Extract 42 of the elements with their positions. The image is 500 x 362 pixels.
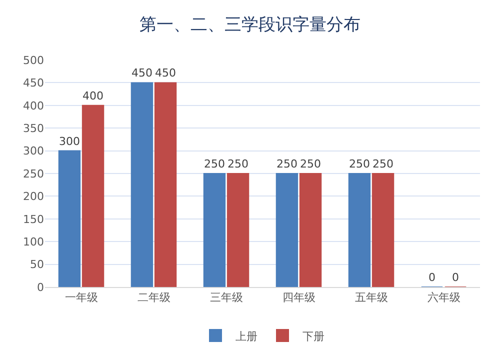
x-tick-label: 一年级 (64, 291, 98, 304)
y-tick-label: 350 (23, 122, 44, 135)
data-label: 250 (204, 158, 225, 170)
chart-title: 第一、二、三学段识字量分布 (140, 15, 360, 35)
data-label: 250 (228, 158, 249, 170)
data-label: 250 (372, 158, 394, 170)
y-tick-label: 150 (23, 212, 44, 226)
data-label: 400 (82, 89, 104, 102)
data-label: 250 (300, 158, 322, 170)
bar (348, 173, 371, 287)
data-label: 450 (155, 66, 176, 80)
y-tick-label: 400 (23, 99, 44, 112)
bar (299, 173, 322, 287)
data-label: 300 (58, 134, 80, 148)
bar (82, 104, 104, 287)
y-tick-label: 500 (23, 54, 44, 67)
bar (154, 82, 177, 287)
y-tick-label: 300 (23, 144, 44, 158)
x-tick-label: 二年级 (137, 291, 170, 304)
data-label: 0 (428, 271, 436, 284)
legend-label: 上册 (236, 330, 258, 343)
y-tick-label: 50 (30, 258, 44, 272)
x-tick-label: 六年级 (427, 291, 460, 304)
bar (203, 173, 226, 287)
x-tick-label: 三年级 (210, 291, 243, 304)
y-tick-label: 200 (23, 190, 44, 204)
legend-label: 下册 (302, 330, 324, 343)
data-label: 250 (276, 158, 298, 170)
bar (276, 173, 298, 287)
bar (226, 173, 250, 287)
y-tick-label: 450 (23, 76, 44, 90)
x-tick-label: 四年级 (282, 291, 316, 304)
bar (130, 82, 154, 287)
data-label: 450 (131, 66, 152, 80)
y-tick-label: 250 (23, 167, 44, 180)
data-label: 0 (452, 271, 460, 284)
y-tick-label: 100 (23, 235, 44, 248)
x-tick-label: 五年级 (354, 291, 388, 304)
bar (58, 150, 81, 287)
data-label: 250 (348, 158, 370, 170)
bar (372, 173, 394, 287)
y-tick-label: 0 (37, 280, 44, 294)
